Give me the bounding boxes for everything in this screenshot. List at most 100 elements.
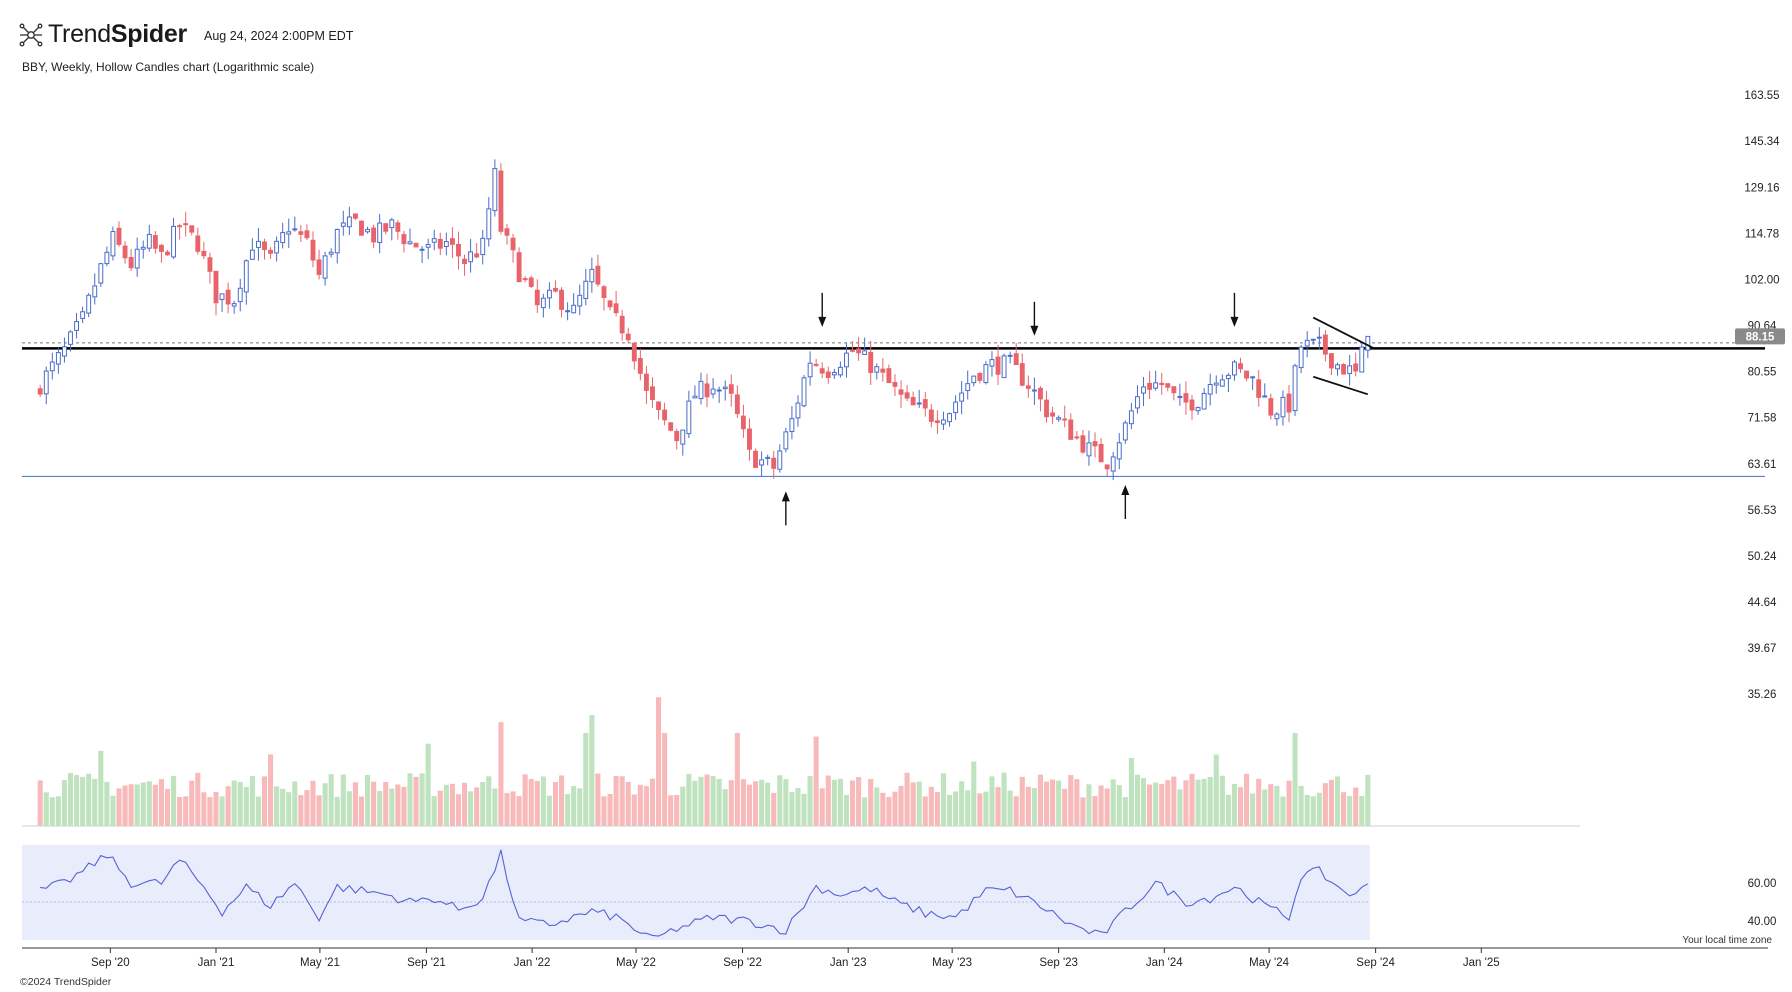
candle[interactable] [740, 404, 746, 438]
candle[interactable] [1232, 359, 1237, 381]
candle[interactable] [304, 224, 310, 241]
candle[interactable] [425, 238, 431, 260]
candle[interactable] [255, 228, 261, 261]
candle[interactable] [577, 284, 583, 316]
candle[interactable] [401, 230, 407, 253]
candle[interactable] [910, 391, 916, 406]
candle[interactable] [201, 242, 207, 259]
candle[interactable] [747, 418, 752, 461]
candle[interactable] [1195, 406, 1201, 415]
candle[interactable] [1225, 372, 1231, 393]
candle[interactable] [947, 412, 952, 427]
candle[interactable] [468, 239, 474, 273]
candle[interactable] [346, 206, 352, 235]
candle[interactable] [844, 342, 849, 378]
candle[interactable] [298, 225, 304, 243]
candle[interactable] [977, 371, 983, 384]
candle[interactable] [231, 300, 237, 314]
candle[interactable] [789, 406, 795, 440]
candle[interactable] [140, 240, 146, 259]
candle[interactable] [1019, 353, 1025, 387]
candle[interactable] [110, 226, 116, 261]
candle[interactable] [1316, 327, 1322, 350]
candle[interactable] [546, 282, 552, 309]
candle[interactable] [1280, 390, 1286, 426]
candle[interactable] [922, 391, 928, 417]
candle[interactable] [1122, 420, 1128, 444]
candle[interactable] [189, 225, 195, 236]
candle[interactable] [656, 401, 661, 420]
candle[interactable] [1080, 429, 1086, 454]
candle[interactable] [619, 309, 625, 341]
candle[interactable] [1086, 430, 1092, 466]
candle[interactable] [377, 213, 383, 254]
candle[interactable] [1116, 433, 1122, 470]
candle[interactable] [449, 227, 455, 259]
candle[interactable] [698, 372, 704, 405]
candle[interactable] [1250, 376, 1256, 390]
candle[interactable] [516, 247, 522, 283]
candle[interactable] [819, 362, 825, 379]
candle[interactable] [795, 395, 801, 427]
candle[interactable] [662, 402, 668, 426]
candle[interactable] [213, 270, 219, 316]
candle[interactable] [1304, 331, 1310, 358]
candle[interactable] [625, 327, 631, 343]
candle[interactable] [1050, 406, 1056, 424]
candle[interactable] [565, 302, 571, 321]
candle[interactable] [1031, 377, 1037, 405]
candle[interactable] [1044, 390, 1049, 423]
candle[interactable] [1262, 383, 1268, 398]
candle[interactable] [443, 232, 449, 256]
candle[interactable] [589, 257, 595, 293]
candle[interactable] [710, 378, 716, 399]
candle[interactable] [807, 351, 813, 386]
candle[interactable] [995, 344, 1001, 385]
candle[interactable] [728, 374, 734, 407]
candle[interactable] [1298, 345, 1304, 374]
candle[interactable] [1068, 413, 1074, 440]
candle[interactable] [310, 231, 316, 268]
candle[interactable] [431, 229, 437, 251]
candle[interactable] [1286, 385, 1292, 423]
candle[interactable] [1310, 338, 1316, 345]
candle[interactable] [650, 377, 655, 408]
candle[interactable] [801, 374, 807, 408]
candle[interactable] [286, 218, 292, 248]
candle[interactable] [365, 226, 370, 234]
candle[interactable] [856, 336, 862, 361]
candle[interactable] [1153, 370, 1159, 391]
candle[interactable] [389, 217, 395, 241]
candle[interactable] [383, 222, 389, 235]
candle[interactable] [1256, 370, 1262, 407]
candle[interactable] [571, 293, 577, 314]
candle[interactable] [1165, 383, 1171, 392]
candle[interactable] [928, 403, 934, 428]
candle[interactable] [783, 427, 789, 453]
candle[interactable] [1292, 363, 1298, 416]
candle[interactable] [1329, 353, 1334, 376]
candle[interactable] [1001, 353, 1007, 379]
candle[interactable] [395, 220, 401, 240]
candle[interactable] [1056, 415, 1062, 422]
candle[interactable] [1238, 357, 1243, 373]
candle[interactable] [207, 252, 213, 284]
candle[interactable] [158, 243, 164, 263]
candle[interactable] [419, 246, 425, 263]
candle[interactable] [61, 337, 67, 363]
candle[interactable] [522, 276, 528, 283]
candle[interactable] [462, 254, 467, 276]
candle[interactable] [219, 293, 225, 312]
candle[interactable] [122, 241, 128, 264]
candle[interactable] [134, 237, 140, 277]
candle[interactable] [637, 348, 643, 381]
candle[interactable] [1213, 375, 1219, 394]
candle[interactable] [1074, 430, 1080, 440]
candle[interactable] [480, 229, 486, 265]
candle[interactable] [43, 366, 49, 405]
candle[interactable] [1244, 370, 1250, 382]
candle[interactable] [716, 386, 722, 403]
candle[interactable] [540, 293, 546, 318]
candle[interactable] [249, 238, 255, 260]
